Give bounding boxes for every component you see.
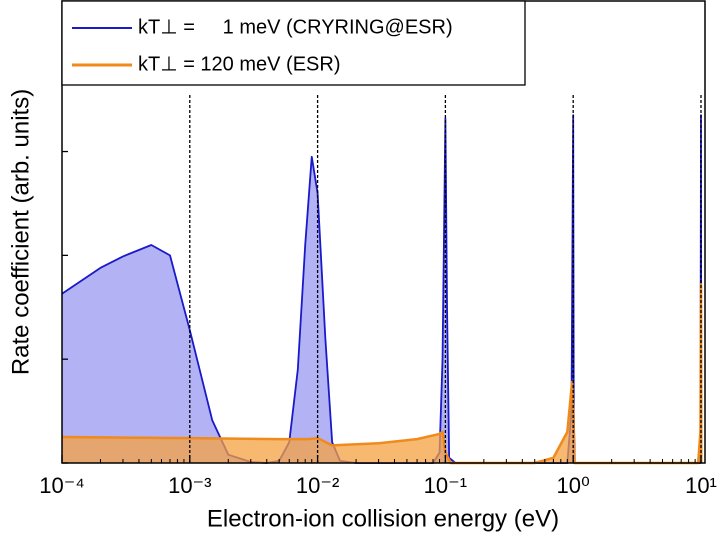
area-fill [62,284,702,463]
x-tick-label: 10⁻³ [168,473,211,498]
legend-box [61,0,526,86]
x-tick-label: 10¹ [685,473,717,498]
x-tick-label: 10⁰ [557,473,590,498]
area-fill [62,115,702,463]
x-tick-label: 10⁻⁴ [39,473,85,498]
x-tick-label: 10⁻¹ [424,473,467,498]
x-axis-label: Electron-ion collision energy (eV) [207,505,559,532]
y-axis-label: Rate coefficient (arb. units) [7,89,34,375]
legend-label: kT⊥ = 120 meV (ESR) [138,53,340,75]
legend-label: kT⊥ = 1 meV (CRYRING@ESR) [138,16,453,38]
series-line [61,114,703,464]
legend: kT⊥ = 1 meV (CRYRING@ESR) kT⊥ = 120 meV (… [61,0,526,86]
x-tick-label: 10⁻² [296,473,339,498]
